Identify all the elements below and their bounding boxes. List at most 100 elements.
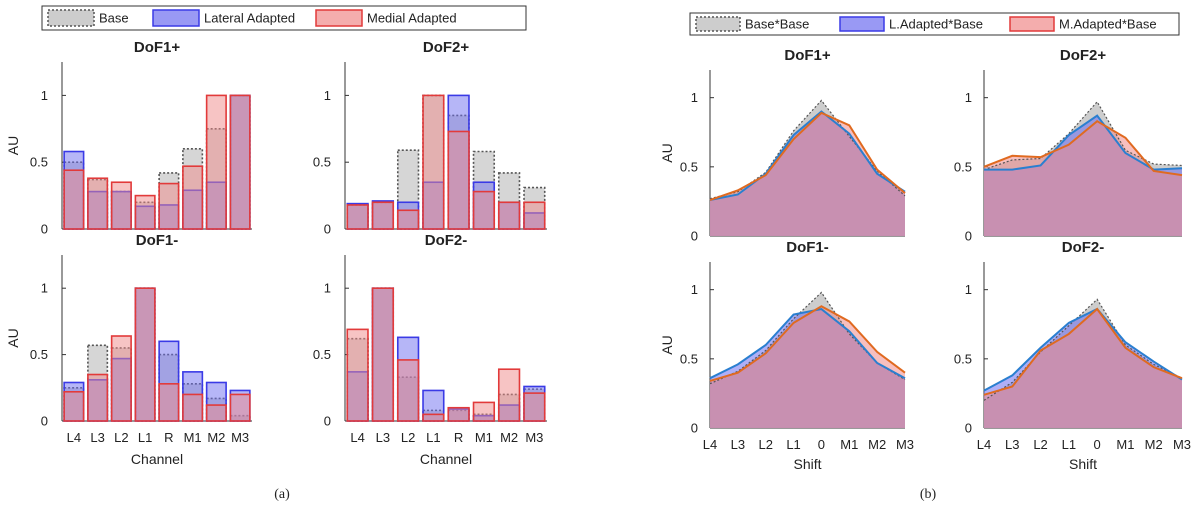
subplot-b-1: DoF1+ 0 0.5 1 AU — [659, 47, 906, 244]
line-lateral — [709, 110, 906, 202]
x-tick-label: L1 — [426, 430, 440, 445]
y-tick-label: 0 — [965, 421, 972, 436]
y-tick-label: 0 — [965, 229, 972, 244]
legend-label-1: Lateral Adapted — [204, 11, 295, 26]
y-tick-label: 1 — [965, 282, 972, 297]
subplot-title: DoF1- — [786, 239, 829, 256]
bar-medial — [229, 94, 251, 230]
x-tick-label: L3 — [376, 430, 390, 445]
y-tick-label: 1 — [691, 90, 698, 105]
bar-medial — [205, 404, 227, 422]
bar-medial — [371, 201, 395, 230]
bar-medial — [110, 335, 132, 422]
legend-label-2: Medial Adapted — [367, 11, 457, 26]
y-axis-label: AU — [659, 335, 675, 354]
x-axis-label: Channel — [420, 451, 472, 467]
legend-label-2: M.Adapted*Base — [1059, 17, 1157, 32]
legend-box — [41, 5, 527, 31]
bar-medial — [134, 287, 156, 422]
y-tick-label: 0.5 — [954, 159, 972, 174]
bar-medial — [87, 373, 109, 422]
subplot-b-4: DoF2- 0 0.5 1 L4 L3 L2 L1 0 M1 M2 M3 Shift — [954, 239, 1191, 472]
x-tick-label: L4 — [703, 437, 717, 452]
x-tick-label: M1 — [1116, 437, 1134, 452]
line-medial — [709, 305, 906, 382]
y-tick-label: 1 — [691, 282, 698, 297]
x-tick-label: 0 — [1094, 437, 1101, 452]
legend-label-1: L.Adapted*Base — [889, 17, 983, 32]
legend-label-0: Base*Base — [745, 17, 809, 32]
y-tick-label: 0.5 — [680, 351, 698, 366]
subplot-title: DoF1- — [136, 232, 179, 249]
y-tick-label: 0 — [691, 421, 698, 436]
x-tick-label: M2 — [500, 430, 518, 445]
y-tick-label: 0 — [691, 229, 698, 244]
legend-label-0: Base — [99, 11, 129, 26]
legend-key-1 — [152, 9, 200, 27]
caption-b: (b) — [920, 487, 937, 502]
y-axis-label: AU — [659, 143, 675, 162]
bar-medial — [523, 201, 546, 230]
x-axis-label: Shift — [1069, 456, 1097, 472]
legend-key-1 — [839, 16, 885, 32]
x-tick-label: M2 — [207, 430, 225, 445]
y-tick-label: 0.5 — [30, 347, 48, 362]
legend-key-2 — [1009, 16, 1055, 32]
x-tick-label: L2 — [758, 437, 772, 452]
x-tick-label: L4 — [977, 437, 991, 452]
bar-medial — [396, 359, 420, 422]
bar-medial — [472, 190, 496, 230]
x-tick-label: M3 — [525, 430, 543, 445]
bar-medial — [158, 383, 180, 422]
legend-key-0 — [47, 9, 95, 27]
bar-medial — [346, 204, 369, 230]
bar-medial — [158, 182, 180, 230]
legend-key-2 — [315, 9, 363, 27]
subplot-title: DoF2- — [1062, 239, 1105, 256]
caption-a: (a) — [274, 487, 290, 502]
x-tick-label: L1 — [138, 430, 152, 445]
subplot-a-2: DoF2+ 0 0.5 1 — [313, 39, 547, 237]
subplot-title: DoF1+ — [134, 39, 181, 56]
subplot-title: DoF2- — [425, 232, 468, 249]
line-base — [709, 99, 906, 200]
y-axis-label: AU — [5, 136, 21, 155]
y-tick-label: 0.5 — [680, 159, 698, 174]
subplot-a-3: DoF1- 0 0.5 1 AU L4 L3 L2 L1 R M1 M2 M3 Channel — [5, 232, 252, 467]
x-tick-label: L1 — [786, 437, 800, 452]
x-tick-label: L4 — [67, 430, 81, 445]
y-tick-label: 0.5 — [313, 347, 331, 362]
subplot-a-1: DoF1+ 0 0.5 1 AU — [5, 39, 252, 237]
y-tick-label: 0 — [324, 414, 331, 429]
x-tick-label: L2 — [1033, 437, 1047, 452]
x-tick-label: L4 — [350, 430, 364, 445]
x-tick-label: L1 — [1062, 437, 1076, 452]
y-tick-label: 0.5 — [313, 155, 331, 170]
y-tick-label: 1 — [324, 88, 331, 103]
legend-b: Base*Base L.Adapted*Base M.Adapted*Base — [689, 12, 1180, 36]
x-tick-label: 0 — [818, 437, 825, 452]
bar-medial — [422, 94, 445, 230]
x-tick-label: M1 — [840, 437, 858, 452]
bar-medial — [472, 401, 496, 422]
area-medial — [710, 112, 905, 236]
area-medial — [710, 306, 905, 428]
x-tick-label: L3 — [90, 430, 104, 445]
bar-medial — [63, 390, 85, 422]
subplot-a-4: DoF2- 0 0.5 1 L4 L3 L2 L1 R M1 M2 M3 Channel — [313, 232, 547, 467]
x-axis-label: Channel — [131, 451, 183, 467]
line-lateral — [983, 307, 1183, 392]
subplot-title: DoF1+ — [784, 47, 831, 64]
bar-medial — [371, 287, 395, 422]
x-tick-label: M3 — [231, 430, 249, 445]
subplot-b-2: DoF2+ 0 0.5 1 — [954, 47, 1183, 244]
x-tick-label: L2 — [114, 430, 128, 445]
y-tick-label: 0 — [324, 222, 331, 237]
bar-medial — [396, 209, 420, 230]
subplot-b-3: DoF1- 0 0.5 1 AU L4 L3 L2 L1 0 M1 M2 M3 Shift — [659, 239, 914, 472]
x-tick-label: M1 — [475, 430, 493, 445]
bar-medial — [346, 328, 369, 422]
line-lateral — [709, 307, 906, 380]
bar-medial — [447, 406, 470, 422]
